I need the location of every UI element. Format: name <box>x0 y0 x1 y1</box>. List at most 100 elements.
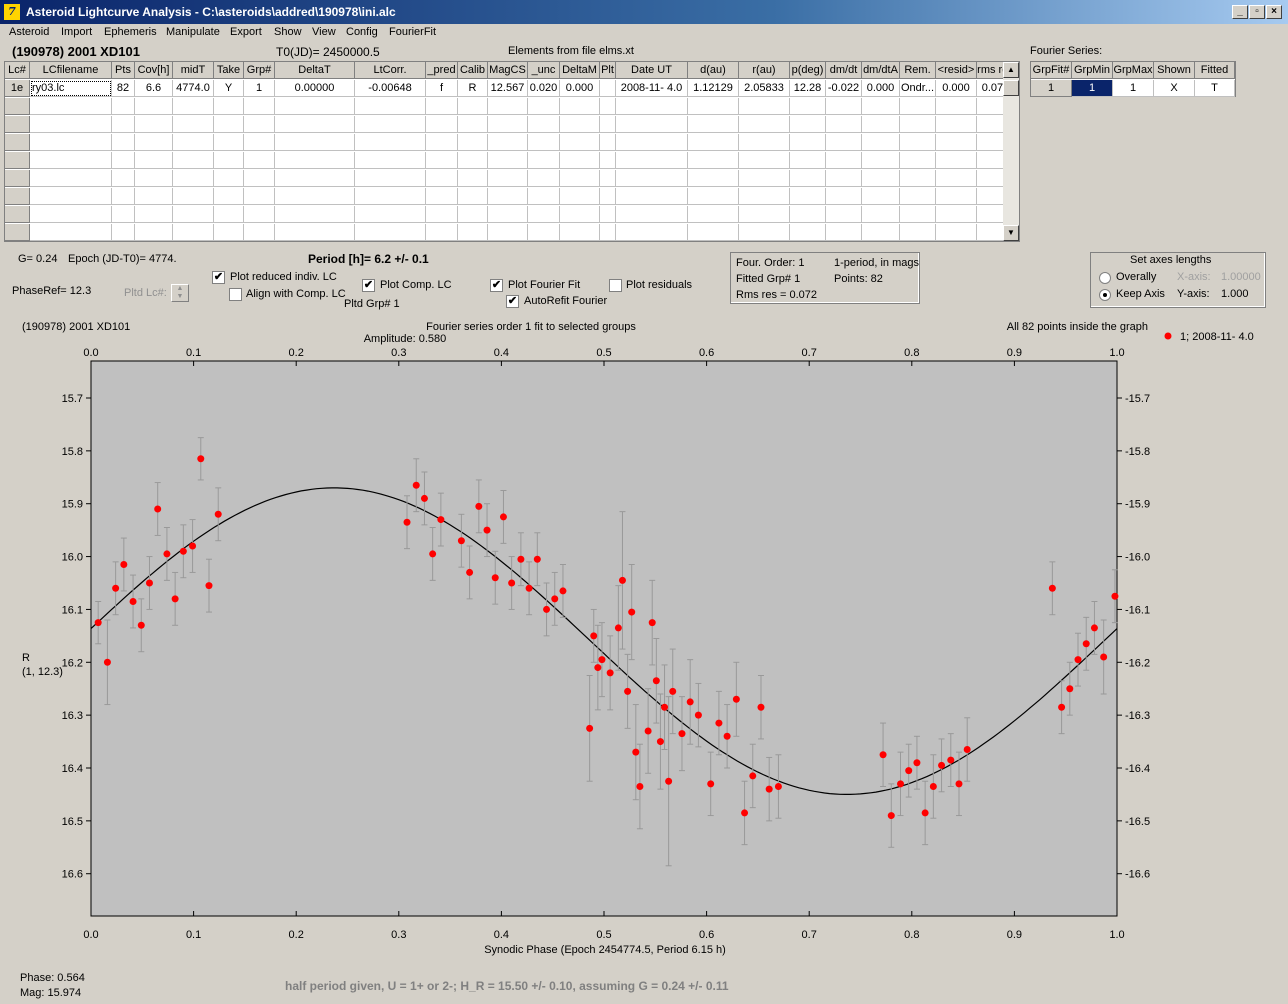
column-header[interactable]: dm/dt <box>826 62 862 79</box>
lightcurve-table[interactable]: Lc# 1e LCfilename ry03.lc Pts 82 Cov[h] 6.6 midT… <box>4 61 1020 242</box>
empty-cell[interactable] <box>936 224 977 241</box>
table-cell[interactable]: 4774.0 <box>173 80 214 97</box>
column-header[interactable]: midT <box>173 62 214 79</box>
scroll-thumb[interactable] <box>1003 80 1019 96</box>
data-point[interactable] <box>929 783 937 790</box>
empty-cell[interactable] <box>936 152 977 169</box>
empty-cell[interactable] <box>5 116 30 133</box>
restore-icon[interactable]: ▫ <box>1249 5 1265 19</box>
table-cell[interactable]: 12.567 <box>488 80 528 97</box>
empty-cell[interactable] <box>112 170 135 187</box>
empty-cell[interactable] <box>135 152 173 169</box>
empty-cell[interactable] <box>560 152 600 169</box>
empty-cell[interactable] <box>30 116 112 133</box>
menu-asteroid[interactable]: Asteroid <box>9 26 50 38</box>
empty-cell[interactable] <box>355 134 426 151</box>
table-cell[interactable]: -0.022 <box>826 80 862 97</box>
table-cell[interactable]: f <box>426 80 458 97</box>
menu-view[interactable]: View <box>312 26 336 38</box>
empty-cell[interactable] <box>275 116 355 133</box>
data-point[interactable] <box>686 698 694 706</box>
data-point[interactable] <box>624 687 632 695</box>
empty-cell[interactable] <box>528 98 560 115</box>
keep-axis-radio[interactable] <box>1099 289 1111 301</box>
empty-cell[interactable] <box>30 98 112 115</box>
empty-cell[interactable] <box>214 170 244 187</box>
empty-cell[interactable] <box>790 116 826 133</box>
empty-cell[interactable] <box>560 116 600 133</box>
empty-cell[interactable] <box>600 188 616 205</box>
data-point[interactable] <box>618 576 626 584</box>
empty-cell[interactable] <box>826 206 862 223</box>
empty-cell[interactable] <box>426 206 458 223</box>
data-point[interactable] <box>491 574 499 582</box>
data-point[interactable] <box>732 695 740 703</box>
data-point[interactable] <box>154 505 162 513</box>
data-point[interactable] <box>707 780 715 788</box>
data-point[interactable] <box>678 730 686 738</box>
data-point[interactable] <box>913 759 921 767</box>
table-scrollbar[interactable]: ▲ ▼ <box>1003 62 1019 241</box>
empty-cell[interactable] <box>214 188 244 205</box>
overally-radio[interactable] <box>1099 272 1111 284</box>
column-header[interactable]: Calib <box>458 62 488 79</box>
empty-cell[interactable] <box>173 134 214 151</box>
data-point[interactable] <box>163 550 171 558</box>
data-point[interactable] <box>551 595 559 603</box>
fourier-series-table[interactable]: GrpFit# 1 GrpMin 1 GrpMax 1 Shown X Fitted T <box>1030 61 1236 97</box>
empty-cell[interactable] <box>30 134 112 151</box>
empty-cell[interactable] <box>790 152 826 169</box>
table-cell[interactable]: 6.6 <box>135 80 173 97</box>
table-cell[interactable]: Ondr... <box>900 80 936 97</box>
pltd-lc-spinner[interactable]: ▲ ▼ <box>171 284 189 302</box>
empty-cell[interactable] <box>458 152 488 169</box>
data-point[interactable] <box>715 719 723 727</box>
empty-cell[interactable] <box>488 170 528 187</box>
empty-cell[interactable] <box>862 170 900 187</box>
column-header[interactable]: Cov[h] <box>135 62 173 79</box>
table-cell[interactable]: R <box>458 80 488 97</box>
table-cell[interactable]: 1 <box>244 80 275 97</box>
data-point[interactable] <box>632 748 640 756</box>
empty-cell[interactable] <box>30 152 112 169</box>
column-header[interactable]: r(au) <box>739 62 790 79</box>
data-point[interactable] <box>765 785 773 793</box>
empty-cell[interactable] <box>173 98 214 115</box>
column-header[interactable]: Take <box>214 62 244 79</box>
empty-cell[interactable] <box>616 152 688 169</box>
empty-cell[interactable] <box>600 152 616 169</box>
table-cell[interactable]: 0.000 <box>560 80 600 97</box>
data-point[interactable] <box>614 624 622 632</box>
data-point[interactable] <box>661 703 669 711</box>
empty-cell[interactable] <box>214 206 244 223</box>
empty-cell[interactable] <box>862 188 900 205</box>
data-point[interactable] <box>963 746 971 753</box>
empty-cell[interactable] <box>826 224 862 241</box>
data-point[interactable] <box>897 780 905 788</box>
empty-cell[interactable] <box>790 170 826 187</box>
empty-cell[interactable] <box>275 188 355 205</box>
column-header[interactable]: Lc# <box>5 62 30 79</box>
empty-cell[interactable] <box>826 152 862 169</box>
empty-cell[interactable] <box>936 116 977 133</box>
column-header[interactable]: _unc <box>528 62 560 79</box>
empty-cell[interactable] <box>739 224 790 241</box>
fourier-cell[interactable]: 1 <box>1072 80 1113 97</box>
data-point[interactable] <box>879 751 887 759</box>
empty-cell[interactable] <box>616 170 688 187</box>
empty-cell[interactable] <box>528 116 560 133</box>
table-cell[interactable]: 1.12129 <box>688 80 739 97</box>
empty-cell[interactable] <box>688 152 739 169</box>
column-header[interactable]: Grp# <box>244 62 275 79</box>
empty-cell[interactable] <box>790 224 826 241</box>
plot-area[interactable] <box>90 360 1118 917</box>
empty-cell[interactable] <box>528 188 560 205</box>
data-point[interactable] <box>429 550 437 558</box>
empty-cell[interactable] <box>900 116 936 133</box>
empty-cell[interactable] <box>739 116 790 133</box>
empty-cell[interactable] <box>135 206 173 223</box>
empty-cell[interactable] <box>862 206 900 223</box>
empty-cell[interactable] <box>275 224 355 241</box>
empty-cell[interactable] <box>135 134 173 151</box>
lightcurve-plot-panel[interactable]: (190978) 2001 XD101 Fourier series order … <box>18 316 1268 966</box>
